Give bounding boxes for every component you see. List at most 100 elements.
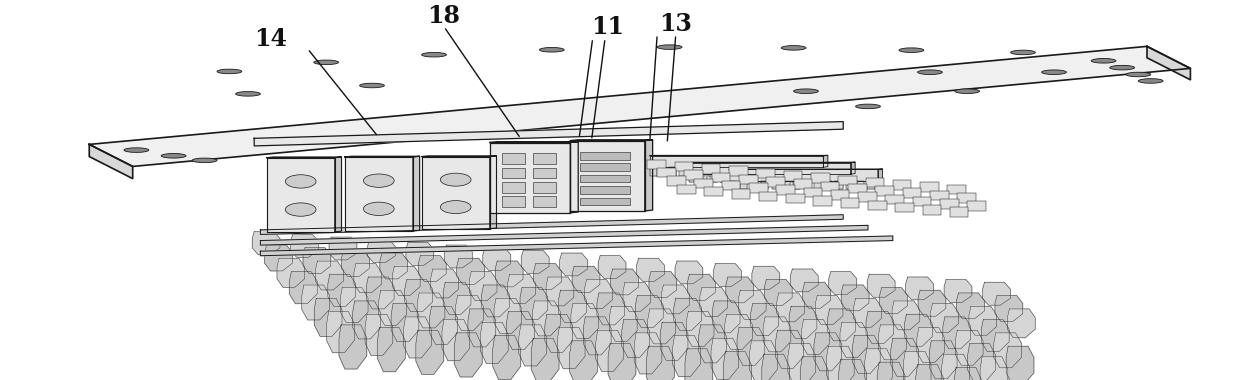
Bar <box>702 164 720 174</box>
Text: 13: 13 <box>660 11 692 36</box>
Polygon shape <box>708 167 714 176</box>
Ellipse shape <box>657 45 682 49</box>
Bar <box>838 176 857 185</box>
Polygon shape <box>366 277 394 309</box>
Polygon shape <box>981 320 1009 352</box>
Polygon shape <box>675 261 703 284</box>
Polygon shape <box>345 156 419 157</box>
Polygon shape <box>326 312 355 353</box>
Polygon shape <box>290 234 319 257</box>
Polygon shape <box>678 167 686 176</box>
Polygon shape <box>260 225 868 245</box>
Ellipse shape <box>192 158 217 163</box>
Bar <box>657 168 676 177</box>
Polygon shape <box>699 288 728 317</box>
Polygon shape <box>289 272 317 304</box>
Polygon shape <box>521 250 549 273</box>
Bar <box>533 153 556 164</box>
Polygon shape <box>749 341 777 380</box>
Bar <box>533 168 556 178</box>
Polygon shape <box>717 167 724 176</box>
Ellipse shape <box>440 173 471 186</box>
Polygon shape <box>916 328 945 363</box>
Polygon shape <box>866 312 894 344</box>
Polygon shape <box>750 304 779 336</box>
Polygon shape <box>495 261 523 287</box>
Polygon shape <box>760 174 768 182</box>
Polygon shape <box>252 232 280 255</box>
Polygon shape <box>532 301 560 336</box>
Bar <box>759 192 777 201</box>
Bar <box>923 205 941 215</box>
Polygon shape <box>967 344 996 380</box>
Bar <box>947 185 966 194</box>
Polygon shape <box>821 174 827 182</box>
Polygon shape <box>544 314 573 352</box>
Polygon shape <box>839 322 868 357</box>
Ellipse shape <box>1011 50 1035 55</box>
Polygon shape <box>761 181 769 189</box>
Polygon shape <box>621 320 650 358</box>
Polygon shape <box>853 298 882 327</box>
Polygon shape <box>609 306 637 341</box>
Text: 18: 18 <box>428 4 460 28</box>
Bar <box>784 171 802 180</box>
Polygon shape <box>378 290 407 325</box>
Bar <box>580 198 630 205</box>
Polygon shape <box>518 325 547 366</box>
Polygon shape <box>785 167 791 176</box>
Polygon shape <box>725 277 754 303</box>
Polygon shape <box>823 155 828 167</box>
Bar <box>580 186 630 194</box>
Polygon shape <box>878 325 906 360</box>
Polygon shape <box>610 269 639 295</box>
Polygon shape <box>635 296 663 328</box>
Polygon shape <box>879 288 908 314</box>
Polygon shape <box>672 336 701 377</box>
Bar <box>704 187 723 196</box>
Polygon shape <box>403 317 432 358</box>
Ellipse shape <box>794 89 818 93</box>
Polygon shape <box>790 269 818 292</box>
Ellipse shape <box>285 203 316 216</box>
Bar <box>580 152 630 160</box>
Polygon shape <box>942 317 971 349</box>
Polygon shape <box>430 269 459 298</box>
Polygon shape <box>267 158 335 232</box>
Polygon shape <box>89 144 133 179</box>
Polygon shape <box>520 288 548 320</box>
Ellipse shape <box>124 148 149 152</box>
Polygon shape <box>846 181 853 189</box>
Polygon shape <box>260 236 893 256</box>
Polygon shape <box>813 167 821 176</box>
Ellipse shape <box>363 174 394 187</box>
Ellipse shape <box>422 52 446 57</box>
Polygon shape <box>531 338 559 380</box>
Bar <box>502 196 525 207</box>
Polygon shape <box>804 181 811 189</box>
Polygon shape <box>570 140 652 141</box>
Polygon shape <box>776 293 805 322</box>
Bar <box>712 173 730 182</box>
Polygon shape <box>418 256 446 282</box>
Polygon shape <box>467 309 496 347</box>
Bar <box>794 179 812 189</box>
Polygon shape <box>391 304 419 342</box>
Polygon shape <box>353 264 382 293</box>
Ellipse shape <box>856 104 880 109</box>
Polygon shape <box>980 357 1008 380</box>
Polygon shape <box>506 312 534 350</box>
Polygon shape <box>787 344 816 380</box>
Polygon shape <box>570 141 645 211</box>
Polygon shape <box>636 258 665 281</box>
Polygon shape <box>456 258 485 284</box>
Polygon shape <box>740 181 748 189</box>
Polygon shape <box>584 280 613 309</box>
Bar <box>647 160 666 169</box>
Ellipse shape <box>285 175 316 188</box>
Polygon shape <box>264 245 293 271</box>
Polygon shape <box>595 330 624 371</box>
Polygon shape <box>815 181 822 189</box>
Polygon shape <box>825 181 832 189</box>
Polygon shape <box>429 306 458 344</box>
